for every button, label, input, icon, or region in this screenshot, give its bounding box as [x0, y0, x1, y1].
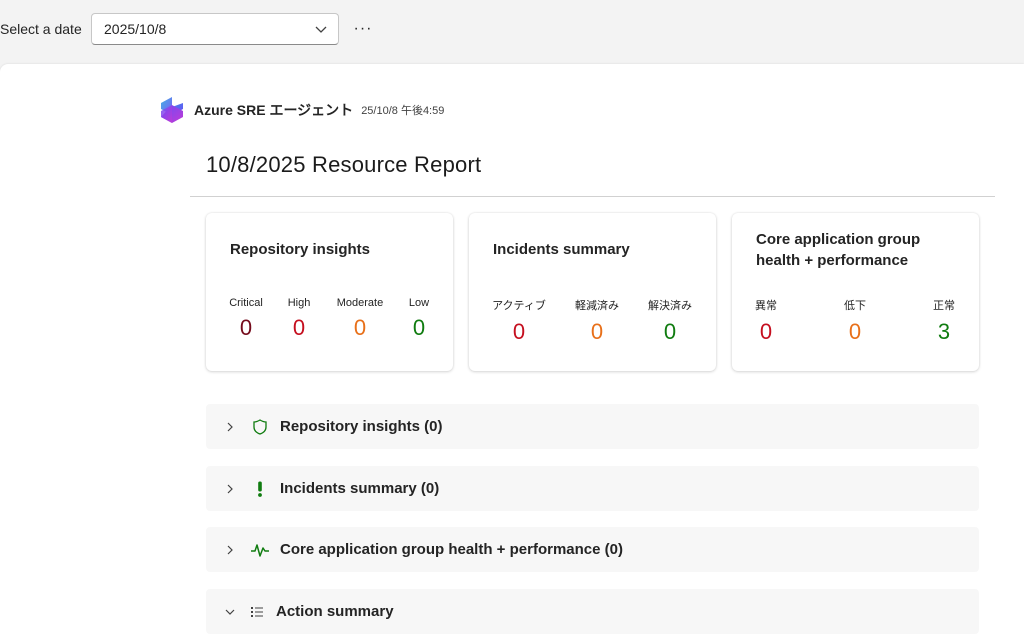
date-dropdown-value: 2025/10/8 [104, 21, 167, 37]
metric-unhealthy: 異常 0 [755, 297, 777, 345]
section-incidents-summary[interactable]: Incidents summary (0) [206, 466, 979, 511]
metric-label: High [287, 297, 311, 309]
metric-moderate: Moderate 0 [337, 297, 383, 341]
shield-icon [250, 417, 270, 437]
section-repository-insights[interactable]: Repository insights (0) [206, 404, 979, 449]
metric-label: Low [408, 297, 430, 309]
page-title: 10/8/2025 Resource Report [206, 152, 482, 177]
metric-high: High 0 [288, 297, 311, 341]
pulse-icon [250, 540, 270, 560]
agent-name: Azure SRE エージェント [194, 102, 354, 118]
metric-value: 0 [759, 319, 773, 344]
section-label: Incidents summary (0) [280, 480, 440, 497]
repository-insights-card: Repository insights Critical 0 High 0 Mo… [206, 213, 453, 371]
metric-value: 0 [412, 315, 426, 340]
top-bar: Select a date 2025/10/8 ··· [0, 0, 1024, 60]
chevron-down-icon [315, 26, 327, 33]
section-core-app-health[interactable]: Core application group health + performa… [206, 527, 979, 572]
metric-value: 0 [353, 315, 367, 340]
report-header: Azure SRE エージェント 25/10/8 午後4:59 [158, 96, 444, 124]
title-divider [190, 196, 995, 197]
metric-degraded: 低下 0 [844, 297, 866, 345]
metric-value: 0 [292, 315, 306, 340]
section-label: Action summary [276, 603, 394, 620]
metric-value: 0 [239, 315, 253, 340]
metric-label: 異常 [755, 300, 777, 312]
metric-value: 0 [663, 319, 677, 344]
metric-value: 0 [512, 319, 526, 344]
metric-label: 解決済み [648, 300, 692, 312]
metric-critical: Critical 0 [229, 297, 263, 341]
metric-label: アクティブ [492, 300, 546, 312]
metric-healthy: 正常 3 [933, 297, 955, 345]
metric-value: 3 [937, 319, 951, 344]
metric-resolved: 解決済み 0 [648, 297, 692, 345]
metric-low: Low 0 [409, 297, 429, 341]
core-app-health-card: Core application group health + performa… [732, 213, 979, 371]
metric-label: Critical [229, 297, 263, 309]
metric-mitigated: 軽減済み 0 [575, 297, 619, 345]
chevron-right-icon [227, 422, 233, 431]
metric-label: 正常 [933, 300, 955, 312]
section-label: Core application group health + performa… [280, 541, 623, 558]
metric-value: 0 [848, 319, 862, 344]
chevron-right-icon [227, 545, 233, 554]
date-dropdown[interactable]: 2025/10/8 [91, 13, 339, 45]
chevron-right-icon [227, 484, 233, 493]
card-title: Repository insights [230, 241, 371, 258]
metric-label: 低下 [844, 300, 866, 312]
metric-value: 0 [590, 319, 604, 344]
metric-active: アクティブ 0 [492, 297, 546, 345]
more-options-button[interactable]: ··· [353, 20, 373, 37]
section-label: Repository insights (0) [280, 418, 443, 435]
card-title: Incidents summary [493, 241, 630, 258]
card-title: Core application group health + performa… [756, 231, 921, 269]
metric-label: Moderate [336, 297, 384, 309]
date-picker-label: Select a date [0, 21, 82, 37]
task-list-icon [250, 602, 264, 622]
metric-label: 軽減済み [575, 300, 619, 312]
section-action-summary[interactable]: Action summary [206, 589, 979, 634]
incidents-summary-card: Incidents summary アクティブ 0 軽減済み 0 解決済み 0 [469, 213, 716, 371]
exclamation-icon [250, 479, 270, 499]
azure-sre-agent-logo-icon [161, 97, 183, 123]
report-timestamp: 25/10/8 午後4:59 [361, 105, 445, 117]
chevron-down-icon [225, 609, 235, 615]
